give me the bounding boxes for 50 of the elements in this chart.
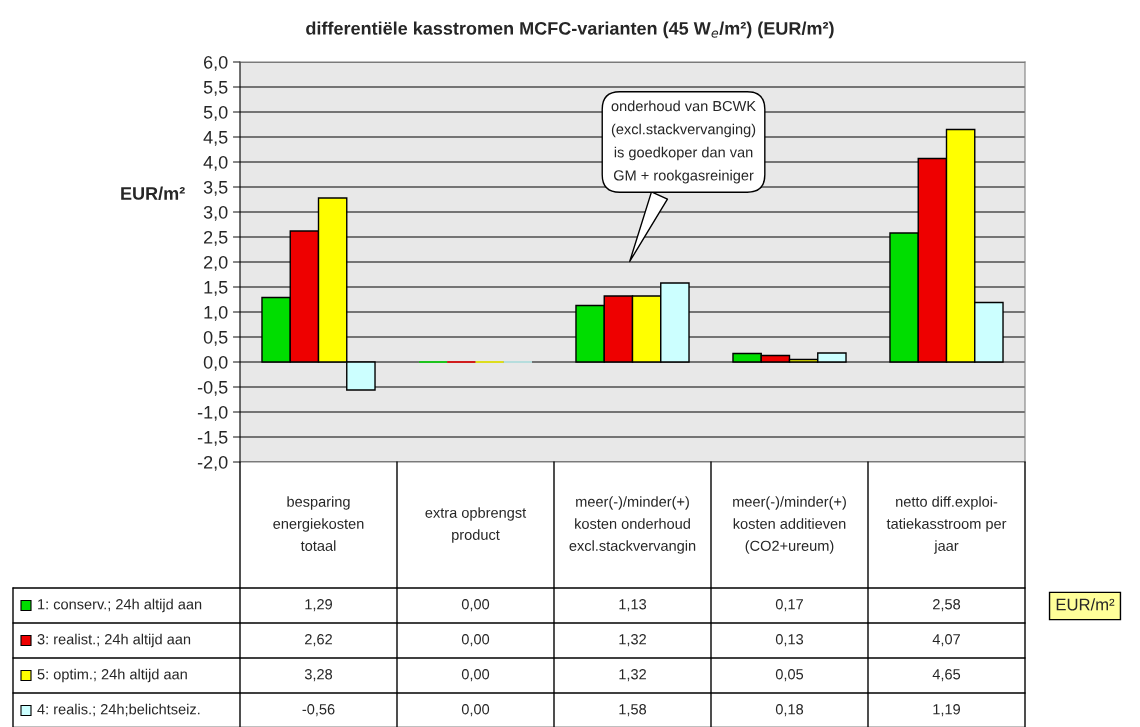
x-tick-label: besparing energiekosten totaal [273, 496, 364, 551]
y-tick-label: -0,5 [197, 380, 228, 396]
data-label: 0,00 [461, 704, 490, 717]
y-tick-label: -1,0 [197, 405, 228, 421]
y-tick-label: 1,5 [204, 281, 228, 296]
data-label: -0,56 [302, 704, 335, 717]
y-tick-label: -1,5 [197, 431, 228, 446]
y-tick-label: 5,5 [203, 81, 228, 96]
y-tick-label: 1,0 [204, 305, 228, 321]
y-tick-label: 0,5 [203, 330, 228, 346]
annotation: onderhoud van BCWK (excl.stackvervanging) is goedkoper dan van GM + rookgasreiniger [611, 100, 756, 184]
y-tick-label: 3,5 [203, 180, 228, 196]
data-label: 2,58 [933, 599, 961, 612]
data-label: 3,28 [304, 669, 333, 682]
y-tick-label: 4,0 [203, 155, 228, 171]
x-tick-label: meer(-)/minder(+) kosten onderhoud excl.stackvervangin [569, 496, 696, 554]
data-label: 0,00 [461, 669, 490, 682]
x-tick-label: netto diff.exploi- tatiekasstroom per jaar [886, 496, 1007, 554]
y-tick-label: -2,0 [197, 455, 228, 471]
data-label: 1,58 [619, 704, 647, 717]
data-label: 0,17 [775, 599, 803, 612]
y-tick-label: 0,0 [203, 355, 228, 371]
data-label: 1,32 [619, 669, 646, 682]
data-label: 1,19 [933, 704, 960, 717]
text: EUR/m² [1056, 598, 1115, 611]
data-label: 4,07 [932, 634, 960, 647]
data-label: 0,00 [461, 599, 490, 612]
y-tick-label: 5,0 [203, 105, 228, 121]
data-label: 1,29 [305, 599, 332, 612]
data-label: 2,62 [305, 634, 332, 647]
chart-title: differentiële kasstromen MCFC-varianten (45 W$_{e}$/m²) (EUR/m²) [306, 21, 834, 39]
x-tick-label: extra opbrengst product [425, 507, 527, 543]
data-label: 4,65 [932, 669, 961, 682]
data-label: 0,05 [775, 669, 804, 682]
y-tick-label: 3,0 [203, 205, 228, 221]
legend-label: 5: optim.; 24h altijd aan [37, 668, 187, 683]
y-tick-label: 2,5 [204, 230, 228, 246]
data-label: 0,18 [775, 704, 804, 717]
legend-label: 1: conserv.; 24h altijd aan [38, 598, 202, 613]
y-tick-label: 4,5 [203, 131, 228, 146]
data-label: 1,32 [619, 634, 646, 647]
data-label: 1,13 [619, 599, 647, 612]
y-tick-label: 2,0 [204, 255, 228, 271]
legend-label: 4: realis.; 24h;belichtseiz. [37, 703, 200, 717]
legend-label: 3: realist.; 24h altijd aan [37, 633, 191, 648]
y-tick-label: 6,0 [204, 55, 228, 71]
x-tick-label: meer(-)/minder(+) kosten additieven (CO2+ureum) [733, 496, 846, 554]
data-label: 0,00 [461, 634, 490, 647]
data-label: 0,13 [775, 634, 804, 647]
y-axis-title: EUR/m² [121, 186, 185, 201]
